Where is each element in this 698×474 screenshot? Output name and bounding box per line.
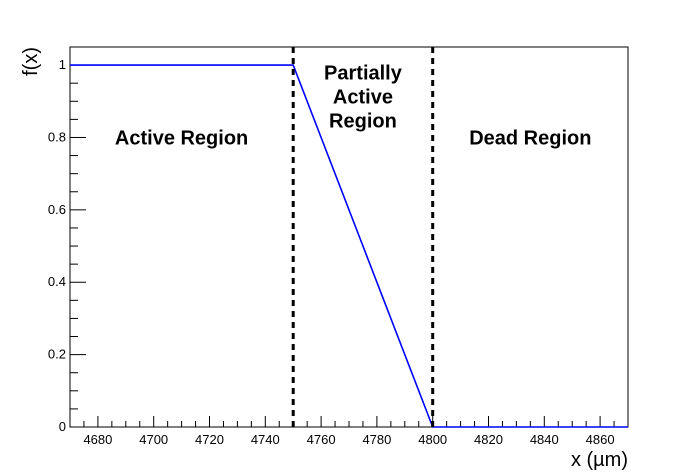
y-tick-label: 0.6 <box>48 202 66 217</box>
tick-label-group: 4680 4700 4720 4740 4760 4780 4800 4820 4840 4860… <box>48 57 615 447</box>
y-tick-label: 0 <box>59 419 66 434</box>
y-tick-label: 1 <box>59 57 66 72</box>
region-label: Active <box>333 87 393 109</box>
series-group <box>70 64 628 428</box>
y-tick-label: 0.4 <box>48 274 66 289</box>
region-label: Active Region <box>115 128 248 150</box>
series-line <box>70 64 628 428</box>
x-tick-label: 4860 <box>586 432 615 447</box>
tick-group <box>69 46 629 428</box>
x-tick-label: 4800 <box>418 432 447 447</box>
x-tick-label: 4720 <box>195 432 224 447</box>
x-tick-label: 4760 <box>307 432 336 447</box>
x-tick-label: 4680 <box>83 432 112 447</box>
x-tick-label: 4820 <box>474 432 503 447</box>
region-label: Region <box>329 111 397 133</box>
x-tick-label: 4780 <box>362 432 391 447</box>
y-tick-label: 0.2 <box>48 347 66 362</box>
y-tick-label: 0.8 <box>48 129 66 144</box>
region-label: Dead Region <box>469 128 591 150</box>
x-tick-label: 4740 <box>251 432 280 447</box>
x-tick-label: 4700 <box>139 432 168 447</box>
x-tick-label: 4840 <box>530 432 559 447</box>
x-axis-title: x (µm) <box>571 449 628 471</box>
region-label: Partially <box>324 63 403 85</box>
y-axis-title: f(x) <box>20 47 42 76</box>
boundary-group <box>291 47 435 427</box>
